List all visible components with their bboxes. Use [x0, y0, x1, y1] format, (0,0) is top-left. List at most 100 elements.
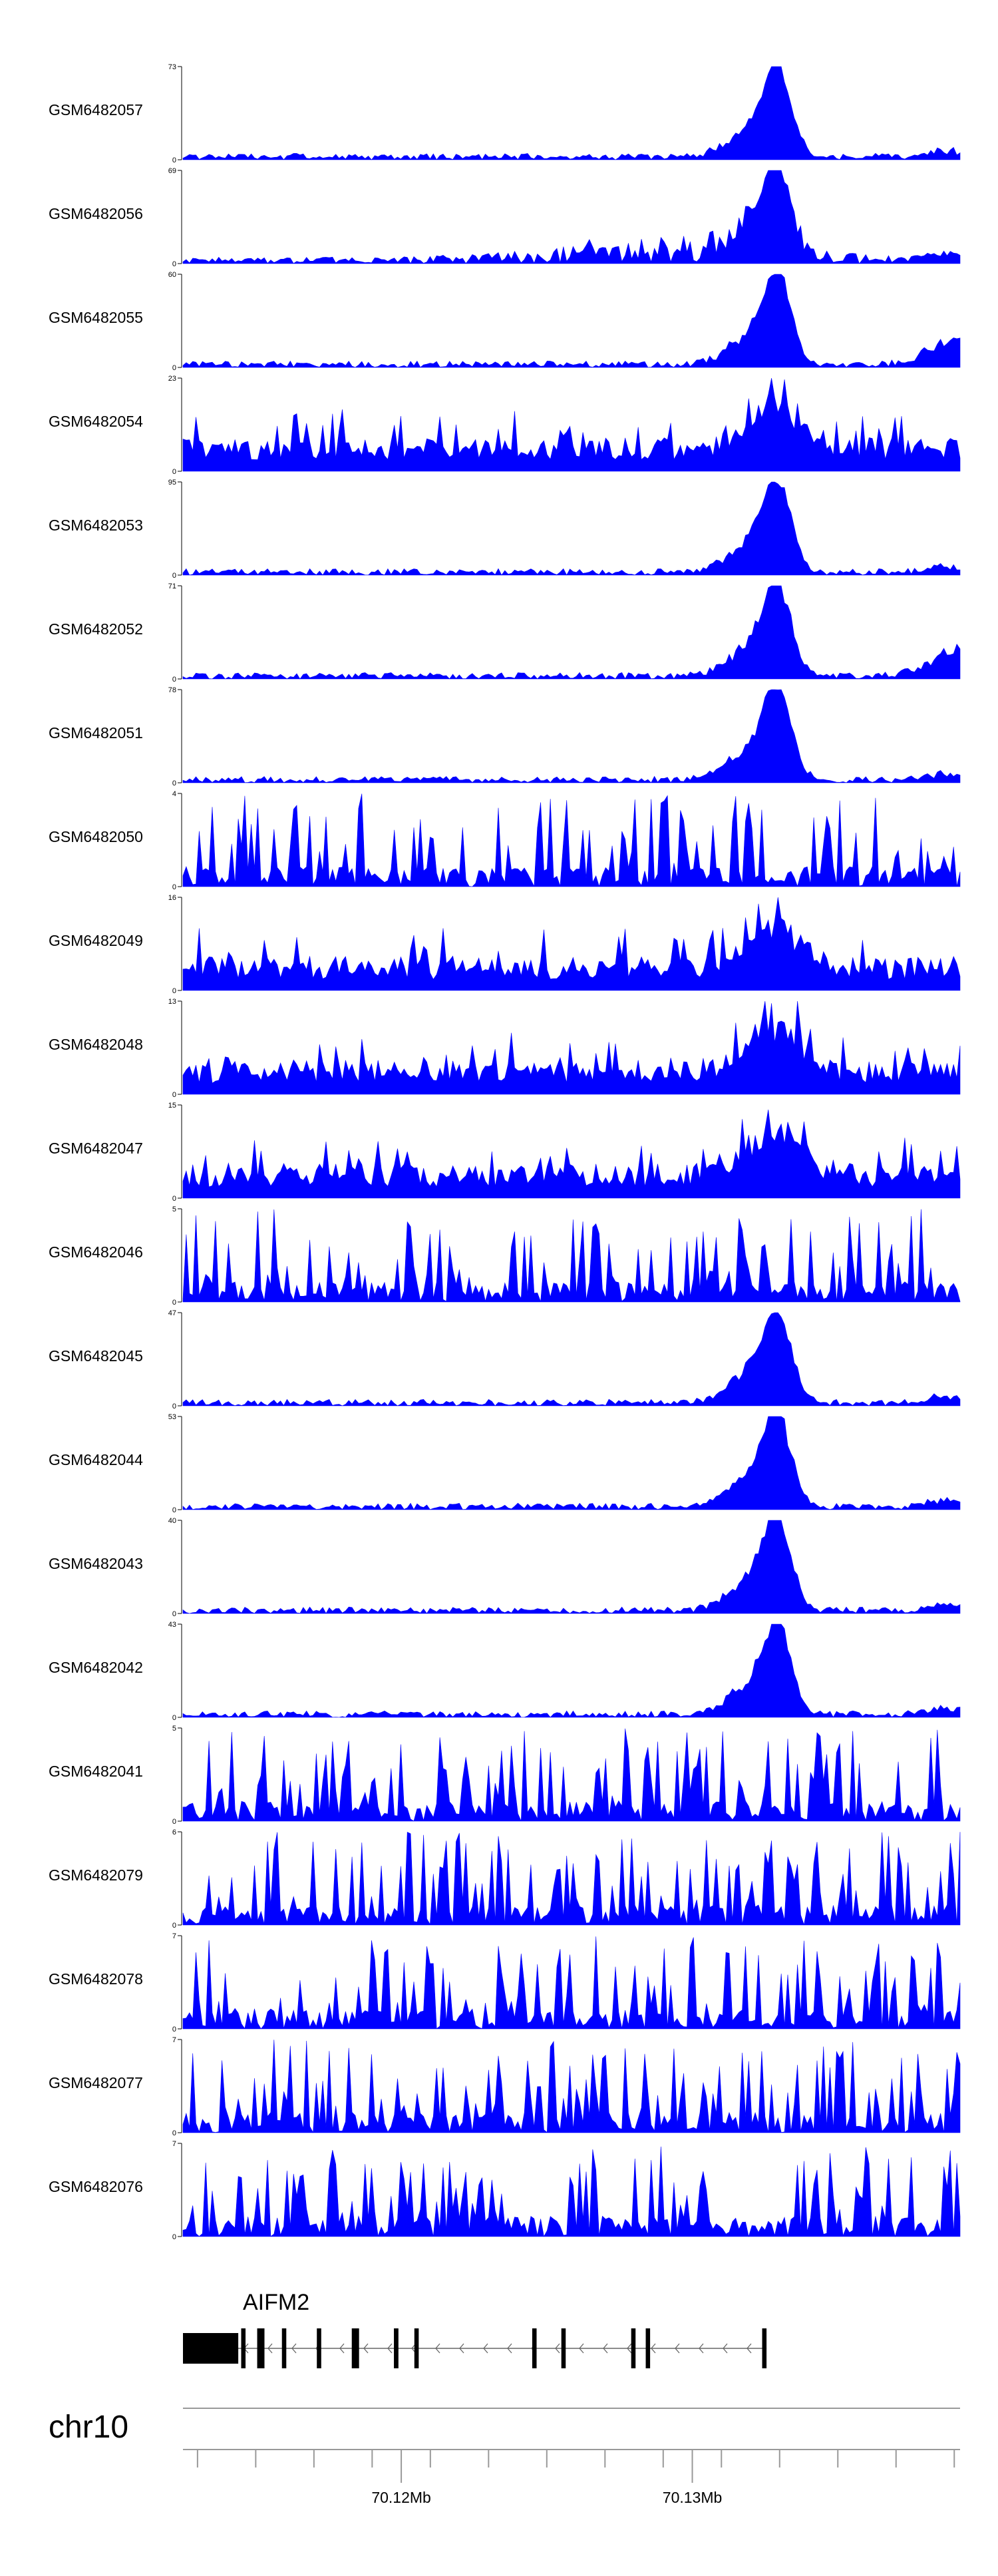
axis-tick-label: 70.13Mb [663, 2489, 723, 2506]
track-GSM6482079: GSM6482079 6 0 [49, 1828, 961, 1930]
y-max-label: 60 [168, 271, 176, 279]
track-label: GSM6482045 [49, 1347, 143, 1365]
track-label: GSM6482047 [49, 1140, 143, 1157]
y-min-label: 0 [172, 2129, 176, 2137]
exon [183, 2333, 239, 2364]
strand-arrow [651, 2343, 656, 2354]
coverage-area [182, 1832, 961, 1926]
track-GSM6482056: GSM6482056 69 0 [49, 167, 961, 268]
track-label: GSM6482048 [49, 1036, 143, 1053]
exon [241, 2328, 246, 2368]
y-max-label: 43 [168, 1621, 176, 1629]
track-label: GSM6482043 [49, 1555, 143, 1572]
strand-arrow [291, 2343, 297, 2354]
strand-arrow [747, 2343, 752, 2354]
exon [631, 2328, 636, 2368]
y-max-label: 78 [168, 686, 176, 694]
y-max-label: 23 [168, 375, 176, 383]
strand-arrow [387, 2343, 393, 2354]
track-GSM6482047: GSM6482047 15 0 [49, 1102, 961, 1203]
track-GSM6482054: GSM6482054 23 0 [49, 375, 961, 476]
y-max-label: 5 [172, 1205, 176, 1213]
track-GSM6482051: GSM6482051 78 0 [49, 686, 961, 787]
y-max-label: 73 [168, 63, 176, 71]
coverage-area [182, 1416, 961, 1510]
strand-arrow [363, 2343, 369, 2354]
coverage-area [182, 1000, 961, 1095]
track-label: GSM6482055 [49, 309, 143, 326]
strand-arrow [483, 2343, 488, 2354]
track-GSM6482048: GSM6482048 13 0 [49, 998, 961, 1099]
track-label: GSM6482076 [49, 2178, 143, 2195]
coverage-area [182, 377, 961, 472]
coverage-area [182, 481, 961, 576]
exon [317, 2328, 321, 2368]
strand-arrow [435, 2343, 440, 2354]
y-min-label: 0 [172, 1299, 176, 1307]
track-label: GSM6482079 [49, 1866, 143, 1884]
coverage-area [182, 897, 961, 991]
coverage-area [182, 1520, 961, 1614]
track-label: GSM6482077 [49, 2074, 143, 2091]
y-max-label: 13 [168, 998, 176, 1006]
y-max-label: 16 [168, 894, 176, 902]
y-min-label: 0 [172, 1195, 176, 1203]
gene-model: AIFM2 [183, 2290, 767, 2368]
coverage-area [182, 1109, 961, 1199]
y-max-label: 5 [172, 1725, 176, 1733]
y-max-label: 95 [168, 479, 176, 487]
coverage-area [182, 585, 961, 680]
exon [351, 2328, 359, 2368]
track-GSM6482045: GSM6482045 47 0 [49, 1309, 961, 1410]
exon [257, 2328, 265, 2368]
strand-arrow [627, 2343, 632, 2354]
chromosome-label: chr10 [49, 2410, 128, 2445]
axis-tick-label: 70.12Mb [371, 2489, 431, 2506]
strand-arrow [339, 2343, 345, 2354]
y-min-label: 0 [172, 987, 176, 995]
strand-arrow [459, 2343, 464, 2354]
coverage-area [182, 1623, 961, 1718]
track-GSM6482050: GSM6482050 4 0 [49, 790, 961, 891]
y-max-label: 7 [172, 1932, 176, 1940]
track-label: GSM6482050 [49, 828, 143, 845]
strand-arrow [267, 2343, 273, 2354]
y-max-label: 71 [168, 582, 176, 590]
strand-arrow [579, 2343, 584, 2354]
exon [561, 2328, 566, 2368]
y-max-label: 15 [168, 1102, 176, 1110]
track-label: GSM6482054 [49, 413, 143, 430]
coverage-area [182, 66, 961, 160]
y-min-label: 0 [172, 156, 176, 164]
exon [394, 2328, 399, 2368]
track-label: GSM6482057 [49, 101, 143, 118]
y-min-label: 0 [172, 1922, 176, 1930]
y-min-label: 0 [172, 676, 176, 684]
coverage-area [182, 2146, 961, 2237]
track-GSM6482052: GSM6482052 71 0 [49, 582, 961, 684]
y-max-label: 53 [168, 1413, 176, 1421]
track-label: GSM6482056 [49, 205, 143, 222]
track-GSM6482041: GSM6482041 5 0 [49, 1725, 961, 1826]
track-GSM6482078: GSM6482078 7 0 [49, 1932, 961, 2034]
track-label: GSM6482041 [49, 1763, 143, 1780]
track-label: GSM6482042 [49, 1659, 143, 1676]
y-max-label: 47 [168, 1309, 176, 1317]
strand-arrow [507, 2343, 512, 2354]
track-GSM6482077: GSM6482077 7 0 [49, 2036, 961, 2137]
strand-arrow [555, 2343, 560, 2354]
track-label: GSM6482053 [49, 517, 143, 534]
gene-label: AIFM2 [243, 2290, 309, 2315]
y-min-label: 0 [172, 572, 176, 580]
y-min-label: 0 [172, 1091, 176, 1099]
track-label: GSM6482044 [49, 1451, 143, 1468]
coverage-area [182, 274, 961, 368]
y-max-label: 40 [168, 1517, 176, 1525]
track-GSM6482042: GSM6482042 43 0 [49, 1621, 961, 1722]
y-min-label: 0 [172, 1714, 176, 1722]
coverage-area [182, 1312, 961, 1406]
y-min-label: 0 [172, 2233, 176, 2241]
y-min-label: 0 [172, 883, 176, 891]
track-label: GSM6482052 [49, 620, 143, 638]
y-max-label: 69 [168, 167, 176, 175]
